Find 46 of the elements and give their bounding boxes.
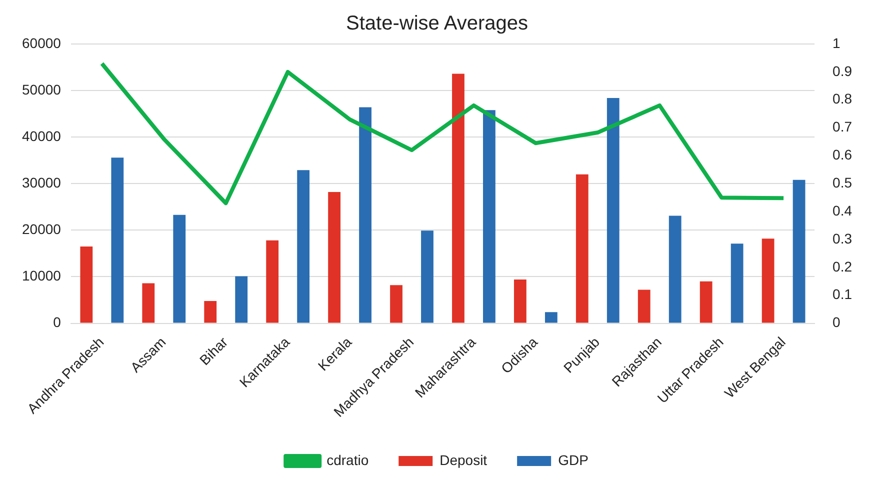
bar: [142, 283, 155, 323]
y-tick-label: 60000: [22, 34, 62, 51]
bar: [792, 180, 806, 323]
bar: [452, 74, 464, 323]
y2-tick-label: 0.5: [832, 174, 852, 190]
y-tick-label: 50000: [22, 81, 62, 98]
legend-label: cdratio: [326, 452, 369, 468]
y2-tick-label: 0.7: [832, 118, 852, 135]
bar: [668, 216, 682, 323]
bar: [173, 214, 186, 323]
bar: [359, 107, 372, 323]
chart-title: State-wise Averages: [346, 12, 528, 35]
bar: [638, 290, 650, 323]
y-tick-label: 40000: [22, 128, 62, 144]
bar: [576, 174, 588, 323]
y2-tick-label: 0.9: [832, 62, 852, 79]
bar: [700, 281, 712, 323]
legend-label: Deposit: [440, 452, 488, 468]
bar: [544, 312, 558, 323]
y2-tick-label: 0.1: [832, 286, 852, 302]
bar: [235, 276, 248, 323]
bar: [483, 110, 496, 323]
y2-tick-label: 0: [832, 314, 841, 330]
y2-tick-label: 1: [832, 34, 841, 51]
bar: [421, 230, 434, 323]
legend-label: GDP: [558, 452, 588, 468]
y-tick-label: 10000: [22, 268, 62, 284]
bar: [297, 170, 310, 323]
y2-tick-label: 0.8: [832, 90, 852, 107]
bar: [328, 192, 340, 323]
bar: [80, 246, 93, 323]
y2-tick-label: 0.3: [832, 230, 852, 246]
y-tick-label: 30000: [22, 174, 62, 190]
y2-tick-label: 0.4: [832, 202, 852, 218]
bar: [730, 244, 744, 323]
y2-tick-label: 0.2: [832, 258, 852, 274]
bar: [111, 158, 124, 323]
y-tick-label: 0: [53, 314, 62, 330]
bar: [606, 98, 620, 323]
bar: [514, 280, 526, 323]
y2-tick-label: 0.6: [832, 146, 852, 163]
bar: [390, 285, 402, 323]
y-tick-label: 20000: [22, 221, 62, 238]
bar: [266, 240, 279, 323]
bar: [204, 300, 217, 323]
bar: [762, 238, 774, 323]
